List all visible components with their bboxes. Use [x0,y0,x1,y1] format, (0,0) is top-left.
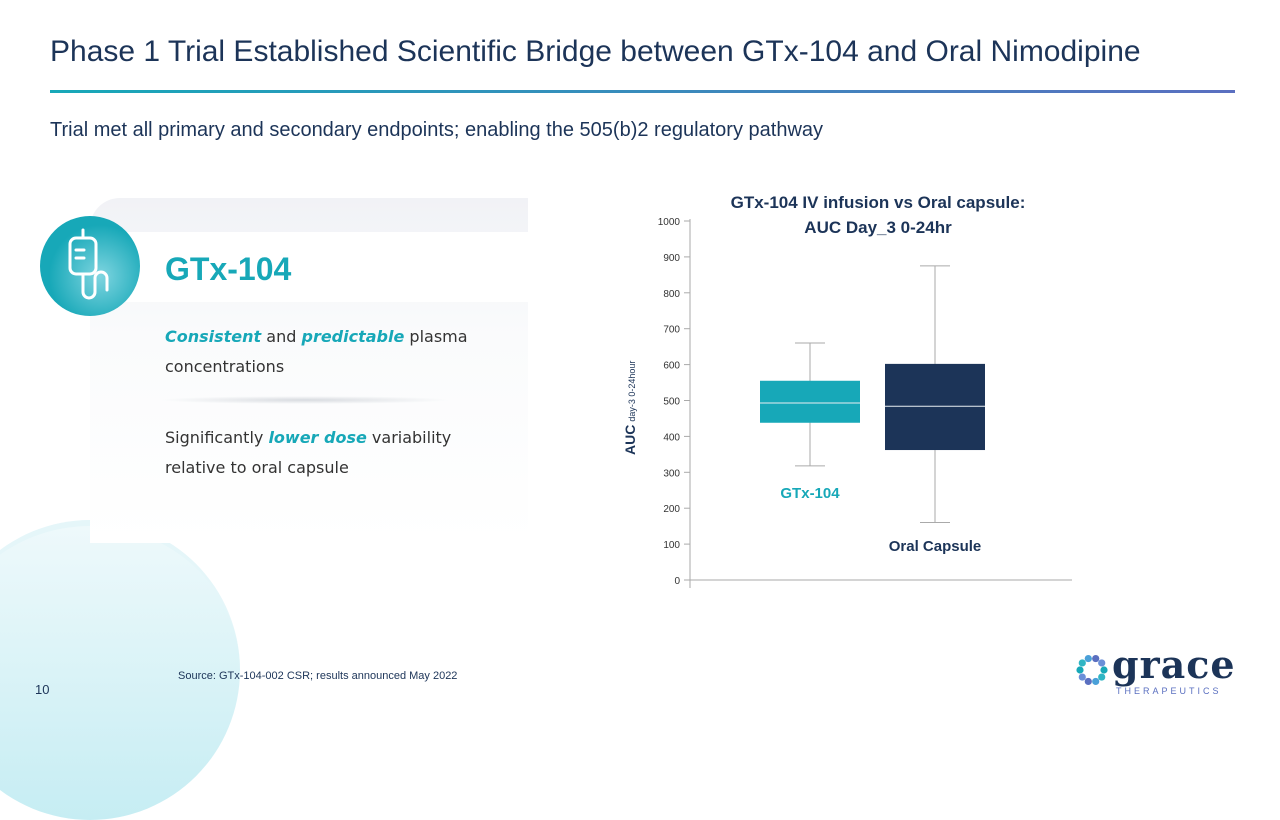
logo-petal [1076,666,1084,674]
series-label: GTx-104 [780,485,840,502]
y-tick-label: 600 [663,361,680,372]
y-tick-label: 0 [674,576,680,587]
logo-petal [1084,677,1092,686]
text: variability relative to oral capsule [165,428,452,477]
page-number: 10 [35,682,50,697]
y-tick-label: 700 [663,325,680,336]
text: Significantly [165,428,269,447]
logo-mark-icon [1076,654,1108,686]
box-1 [885,363,985,451]
chart-title-line2: AUC Day_3 0-24hr [804,218,952,237]
source-note: Source: GTx-104-002 CSR; results announc… [178,670,458,682]
logo-petal [1098,659,1106,667]
logo-petal [1078,659,1086,667]
y-tick-label: 300 [663,468,680,479]
emphasis: Consistent [165,327,262,346]
y-label-main: AUC [622,425,638,455]
logo-petal [1084,654,1092,663]
page-subtitle: Trial met all primary and secondary endp… [50,119,824,141]
svg-text:AUCday-3 0-24hour: AUC day-3 0-24hour [622,361,638,455]
logo-subtitle: THERAPEUTICS [1116,686,1222,696]
page-title: Phase 1 Trial Established Scientific Bri… [50,35,1141,68]
y-tick-label: 400 [663,432,680,443]
iv-bag-icon [40,216,140,316]
box-0 [760,380,860,423]
bullet-divider [160,396,450,404]
y-tick-label: 100 [663,540,680,551]
card-title: GTx-104 [165,251,292,287]
y-tick-label: 900 [663,253,680,264]
y-tick-label: 800 [663,289,680,300]
text: and [261,327,302,346]
y-axis-label: AUC day-3 0-24hour [622,361,638,455]
gtx-card-header [90,232,528,302]
logo-petal [1092,654,1100,663]
y-label-sub: day-3 0-24hour [627,361,637,422]
emphasis: predictable [301,327,405,346]
logo-petal [1100,666,1108,674]
y-tick-label: 1000 [658,217,681,228]
text: plasma concentrations [165,327,468,376]
title-divider [50,90,1235,93]
grace-logo: grace THERAPEUTICS [1074,646,1254,696]
bullet-consistent: Consistent and predictable plasma concen… [165,322,495,382]
logo-petal [1078,673,1086,681]
logo-petal [1098,673,1106,681]
chart-title-line1: GTx-104 IV infusion vs Oral capsule: [731,193,1026,212]
boxplot-chart: GTx-104 IV infusion vs Oral capsule: AUC… [622,193,1072,588]
y-tick-label: 500 [663,397,680,408]
logo-petal [1092,677,1100,686]
y-tick-label: 200 [663,504,680,515]
emphasis: lower dose [268,428,367,447]
bullet-variability: Significantly lower dose variability rel… [165,423,495,483]
series-label: Oral Capsule [889,538,982,555]
logo-word: grace [1112,642,1236,687]
